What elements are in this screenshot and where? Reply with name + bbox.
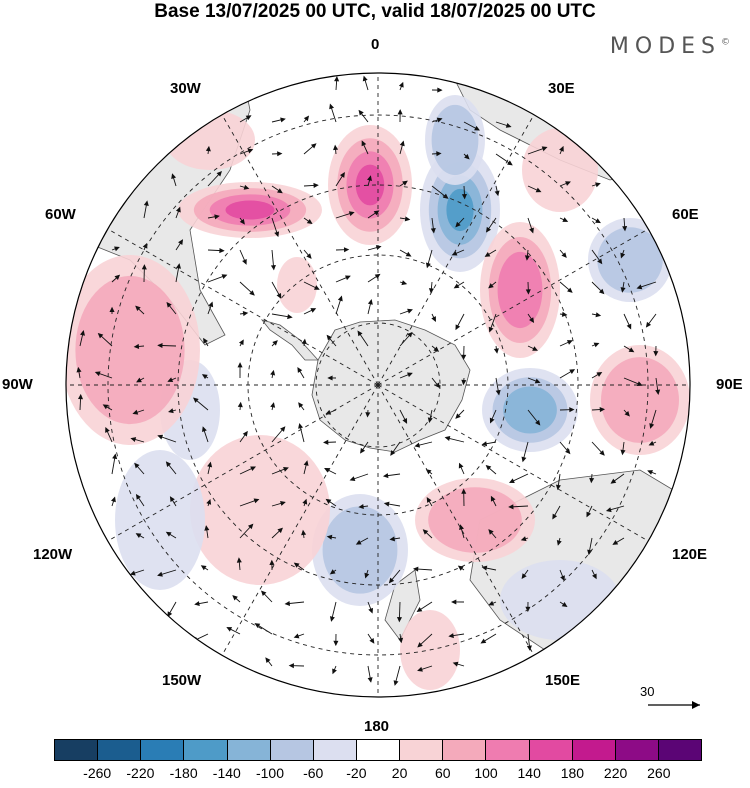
lon-label-150w: 150W [162, 672, 201, 689]
positive-anomaly-contour [190, 435, 330, 585]
reference-vector-arrow [648, 701, 700, 709]
colorbar [54, 739, 702, 761]
colorbar-segment [658, 740, 701, 760]
lon-label-120w: 120W [33, 546, 72, 563]
lon-label-150e: 150E [545, 672, 580, 689]
lon-label-30w: 30W [170, 80, 201, 97]
colorbar-tick-label: -260 [83, 765, 111, 781]
positive-anomaly-contour [165, 110, 255, 170]
lon-label-90w: 90W [2, 376, 33, 393]
positive-anomaly-contour [498, 252, 543, 328]
positive-anomaly-contour [226, 200, 275, 219]
colorbar-segment [572, 740, 615, 760]
lon-label-180: 180 [364, 718, 389, 735]
colorbar-segment [183, 740, 226, 760]
positive-anomaly-contour [75, 276, 184, 424]
negative-anomaly-contour [432, 105, 479, 175]
colorbar-tick-label: 140 [518, 765, 541, 781]
colorbar-tick-label: -20 [346, 765, 366, 781]
colorbar-tick-label: -220 [126, 765, 154, 781]
colorbar-segment [356, 740, 399, 760]
lon-label-0: 0 [371, 36, 379, 53]
lon-label-90e: 90E [716, 376, 743, 393]
colorbar-segment [227, 740, 270, 760]
lon-label-120e: 120E [672, 546, 707, 563]
colorbar-segment [97, 740, 140, 760]
colorbar-tick-label: -60 [303, 765, 323, 781]
colorbar-tick-label: 100 [474, 765, 497, 781]
colorbar-tick-label: 60 [435, 765, 451, 781]
colorbar-tick-label: -100 [256, 765, 284, 781]
colorbar-segment [55, 740, 97, 760]
colorbar-tick-label: 180 [561, 765, 584, 781]
colorbar-tick-label: 20 [392, 765, 408, 781]
colorbar-segment [270, 740, 313, 760]
colorbar-tick-label: -140 [213, 765, 241, 781]
colorbar-segment [442, 740, 485, 760]
colorbar-segment [313, 740, 356, 760]
lon-label-30e: 30E [548, 80, 575, 97]
lon-label-60w: 60W [45, 206, 76, 223]
colorbar-segment [615, 740, 658, 760]
colorbar-tick-label: 220 [604, 765, 627, 781]
colorbar-segment [529, 740, 572, 760]
reference-vector-label: 30 [640, 684, 654, 699]
positive-anomaly-contour [601, 357, 679, 443]
colorbar-segment [140, 740, 183, 760]
colorbar-tick-label: -180 [170, 765, 198, 781]
positive-anomaly-contour [522, 128, 598, 212]
negative-anomaly-contour [503, 386, 557, 433]
colorbar-tick-label: 260 [647, 765, 670, 781]
colorbar-segment [399, 740, 442, 760]
negative-anomaly-contour [115, 450, 205, 590]
colorbar-segment [485, 740, 528, 760]
negative-anomaly-contour [323, 506, 398, 593]
lon-label-60e: 60E [672, 206, 699, 223]
